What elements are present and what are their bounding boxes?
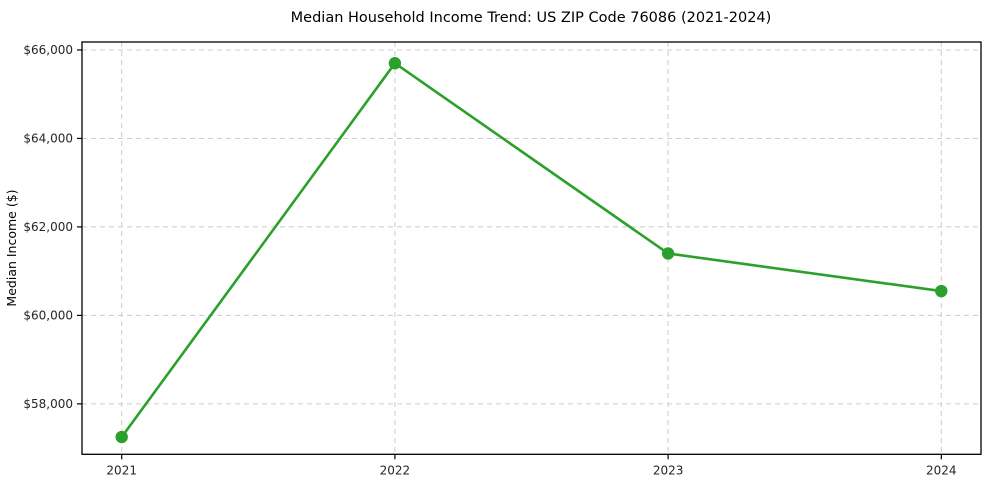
data-line: [120, 61, 943, 439]
y-axis-label: Median Income ($): [4, 189, 19, 306]
data-point: [115, 430, 128, 444]
y-tick-label: $66,000: [23, 43, 73, 57]
data-point: [661, 247, 675, 260]
x-tick-label: 2021: [106, 463, 137, 477]
plot-border: [81, 41, 982, 455]
chart-title: Median Household Income Trend: US ZIP Co…: [291, 10, 772, 26]
x-tick-label: 2024: [926, 463, 957, 477]
y-tick-label: $58,000: [23, 397, 73, 411]
grid-lines: [82, 42, 981, 455]
x-tick-label: 2022: [380, 463, 411, 477]
x-tick-label: 2023: [653, 463, 684, 477]
data-series: [115, 57, 948, 444]
y-tick-label: $64,000: [23, 131, 73, 145]
data-point: [388, 57, 402, 70]
y-tick-label: $62,000: [23, 220, 73, 234]
y-tick-label: $60,000: [23, 308, 73, 322]
data-point: [935, 284, 948, 298]
axes: $58,000 $60,000 $62,000 $64,000 $66,000 2021 2…: [23, 41, 982, 477]
